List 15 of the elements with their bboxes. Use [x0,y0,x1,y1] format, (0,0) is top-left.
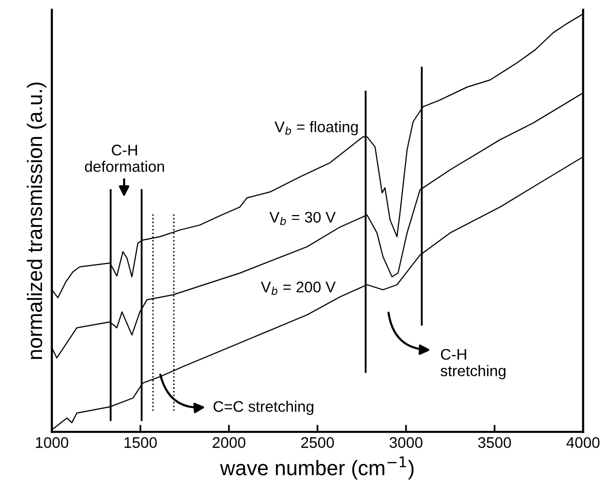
y-axis-title: normalized transmission (a.u.) [26,82,46,359]
x-tick-label: 1500 [124,437,157,448]
x-tick-label: 4000 [566,437,600,448]
annotation: C-H deformation [84,144,164,172]
annotation: C=C stretching [214,400,314,415]
annotation: C-H stretching [440,348,506,380]
x-tick-label: 2000 [212,437,246,448]
x-tick-label: 1000 [36,437,68,448]
series-label: V$_{b}$ = 30 V [269,212,336,226]
x-tick-label: 3000 [390,437,422,448]
series-label: V$_{b}$ = 200 V [260,282,336,295]
x-tick-label: 3500 [478,437,511,448]
x-axis-title: wave number (cm$^{−1}$) [220,456,414,480]
series-label: V$_{b}$ = floating [274,121,358,136]
x-tick-label: 2500 [301,437,334,448]
